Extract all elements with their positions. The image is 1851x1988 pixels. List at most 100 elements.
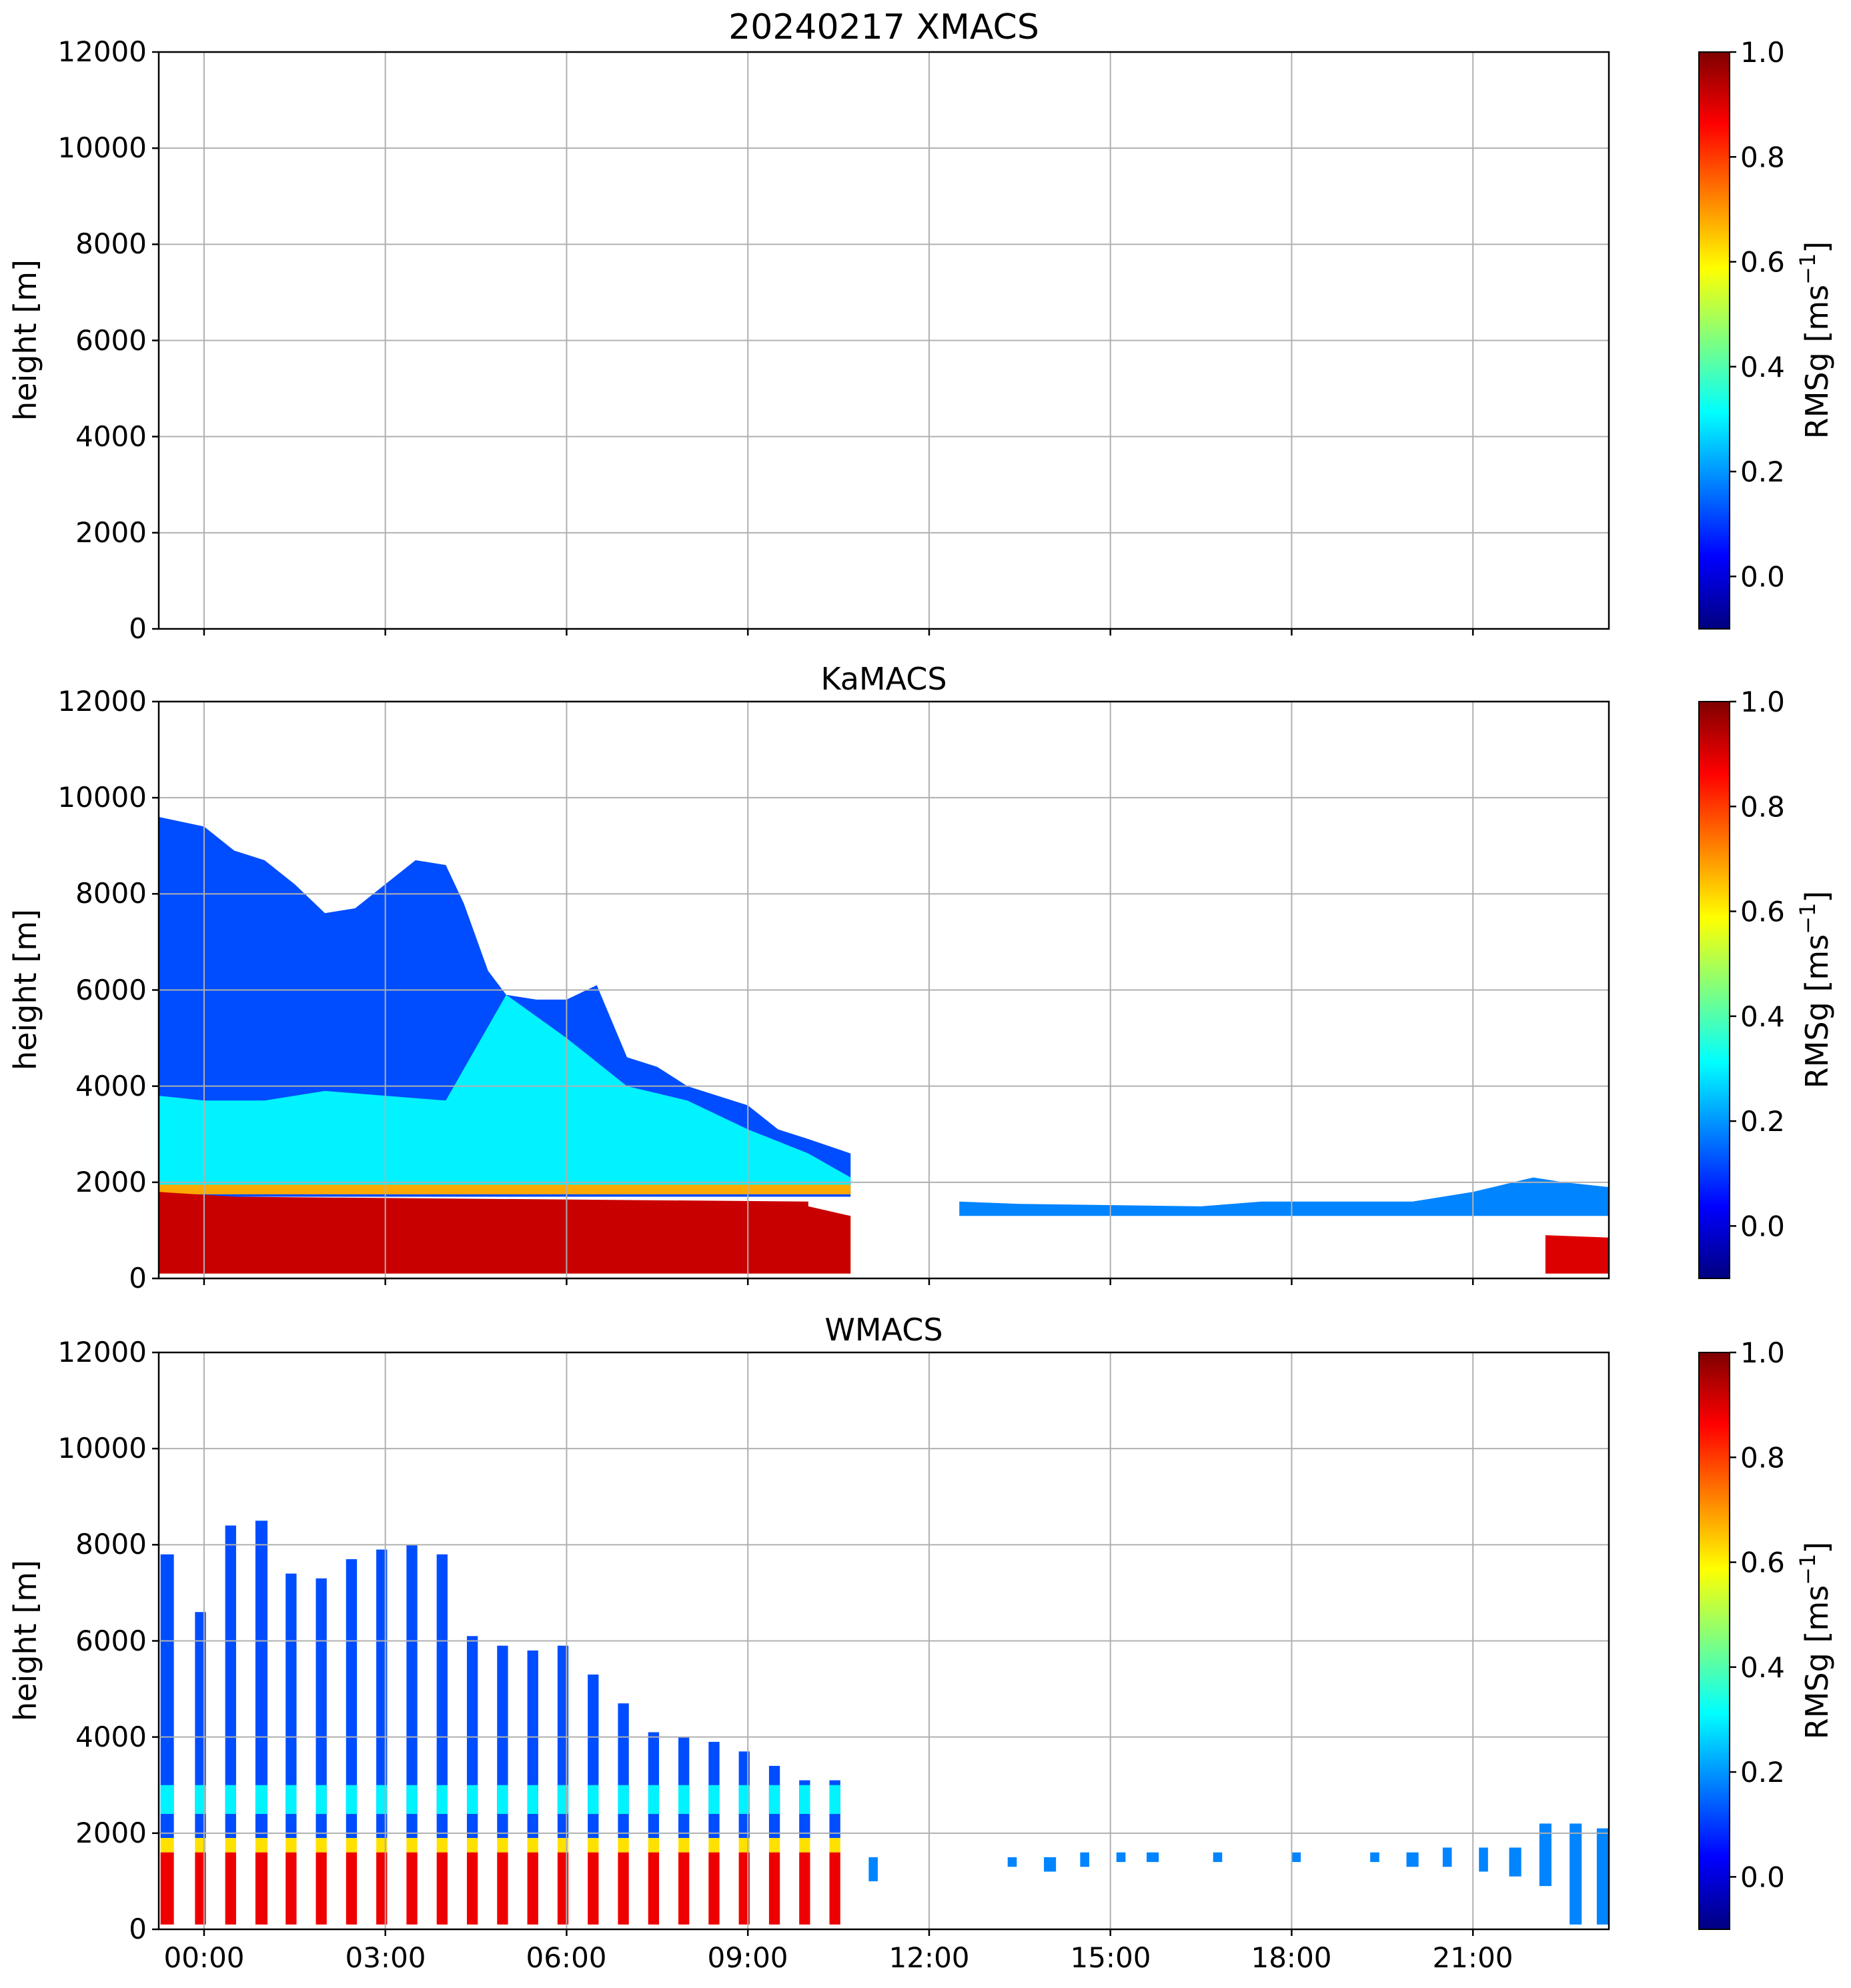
ice-profile-column xyxy=(160,1554,174,1839)
rain-profile-column xyxy=(255,1852,268,1925)
rain-profile-column xyxy=(316,1852,327,1925)
mid-level-band xyxy=(406,1785,418,1814)
rain-profile-column xyxy=(708,1852,720,1925)
colorbar-tick-label: 1.0 xyxy=(1740,36,1785,69)
rain-profile-column xyxy=(678,1852,690,1925)
melting-layer-segment xyxy=(346,1838,358,1853)
melting-layer-segment xyxy=(285,1838,297,1853)
colorbar-label-wmacs: RMSg [ms−1] xyxy=(1795,1542,1835,1740)
colorbar-tick-label: 0.2 xyxy=(1740,455,1785,488)
low-cloud-segment xyxy=(1479,1847,1488,1872)
panel-wmacs: WMACS 0 2000 4000 6000 8000 10000 12000 … xyxy=(7,1312,1835,1974)
melting-layer-segment xyxy=(225,1838,236,1853)
y-tick-label: 8000 xyxy=(75,877,147,910)
rain-profile-column xyxy=(799,1852,810,1925)
low-cloud-segment xyxy=(1509,1847,1521,1877)
colorbar-tick-label: 0.2 xyxy=(1740,1105,1785,1138)
y-tick-label: 12000 xyxy=(57,685,147,718)
rain-profile-column xyxy=(618,1852,629,1925)
rain-profile-column xyxy=(436,1852,448,1925)
y-axis-label-kamacs: height [m] xyxy=(7,909,43,1070)
axes-frame-xmacs xyxy=(157,51,1610,630)
melting-layer-segment xyxy=(466,1838,478,1853)
x-tick-label: 09:00 xyxy=(707,1941,788,1974)
melting-layer-segment xyxy=(678,1838,690,1853)
y-tick-label: 10000 xyxy=(57,1432,147,1464)
low-cloud-segment xyxy=(1596,1828,1609,1925)
colorbar-label-xmacs: RMSg [ms−1] xyxy=(1795,241,1835,439)
mid-level-band xyxy=(829,1785,840,1814)
mid-level-band xyxy=(376,1785,388,1814)
y-tick-label: 0 xyxy=(129,612,147,645)
mid-level-band xyxy=(160,1785,174,1814)
y-tick-label: 4000 xyxy=(75,420,147,453)
melting-layer-segment xyxy=(708,1838,720,1853)
radar-echo-layer xyxy=(159,994,851,1192)
colorbar-tick-label: 0.8 xyxy=(1740,141,1785,173)
colorbar-tick-label: 0.6 xyxy=(1740,246,1785,279)
rain-profile-column xyxy=(557,1852,569,1925)
x-tick-label: 06:00 xyxy=(526,1941,606,1974)
low-cloud-segment xyxy=(1007,1857,1017,1867)
mid-level-band xyxy=(799,1785,810,1814)
y-axis-label-wmacs: height [m] xyxy=(7,1560,43,1721)
colorbar-tick-label: 0.8 xyxy=(1740,1441,1785,1474)
panel-kamacs: KaMACS 0 2000 4000 6000 8000 10000 12000… xyxy=(7,661,1835,1294)
grid-wmacs xyxy=(152,1351,1609,1936)
mid-level-band xyxy=(618,1785,629,1814)
colorbar-label-kamacs: RMSg [ms−1] xyxy=(1795,891,1835,1089)
rain-profile-column xyxy=(588,1852,599,1925)
y-tick-label: 12000 xyxy=(57,1336,147,1368)
colorbar-tick-label: 0.4 xyxy=(1740,351,1785,383)
colorbar-ticks-kamacs: 0.0 0.2 0.4 0.6 0.8 1.0 xyxy=(1730,686,1785,1242)
y-tick-label: 0 xyxy=(129,1913,147,1945)
melting-layer-segment xyxy=(527,1838,538,1853)
x-tick-label: 00:00 xyxy=(163,1941,244,1974)
y-tick-label: 12000 xyxy=(57,35,147,68)
y-axis-label-xmacs: height [m] xyxy=(7,259,43,421)
panel-title-wmacs: WMACS xyxy=(824,1312,943,1348)
y-tick-label: 6000 xyxy=(75,974,147,1006)
melting-layer-segment xyxy=(436,1838,448,1853)
grid-kamacs xyxy=(152,700,1609,1285)
y-ticks-wmacs: 0 2000 4000 6000 8000 10000 12000 xyxy=(57,1336,147,1945)
low-cloud-segment xyxy=(868,1857,878,1881)
mid-level-band xyxy=(557,1785,569,1814)
ice-profile-column xyxy=(285,1573,297,1839)
melting-layer-segment xyxy=(799,1838,810,1853)
mid-level-band xyxy=(588,1785,599,1814)
low-cloud-segment xyxy=(1291,1852,1301,1863)
mid-level-band xyxy=(708,1785,720,1814)
y-tick-label: 0 xyxy=(129,1262,147,1294)
melting-layer-segment xyxy=(316,1838,327,1853)
y-tick-label: 8000 xyxy=(75,1528,147,1561)
x-tick-label: 03:00 xyxy=(345,1941,426,1974)
low-cloud-segment xyxy=(1570,1823,1582,1925)
colorbar-ticks-wmacs: 0.0 0.2 0.4 0.6 0.8 1.0 xyxy=(1730,1336,1785,1893)
ice-profile-column xyxy=(316,1578,327,1839)
mid-level-band xyxy=(527,1785,538,1814)
y-tick-label: 4000 xyxy=(75,1721,147,1753)
melting-layer-segment xyxy=(406,1838,418,1853)
colorbar-xmacs xyxy=(1698,51,1730,630)
mid-level-band xyxy=(648,1785,660,1814)
low-cloud-segment xyxy=(1044,1857,1057,1872)
y-ticks-kamacs: 0 2000 4000 6000 8000 10000 12000 xyxy=(57,685,147,1294)
x-tick-label: 12:00 xyxy=(888,1941,969,1974)
x-tick-label: 21:00 xyxy=(1432,1941,1513,1974)
low-cloud-segment xyxy=(1539,1823,1552,1887)
rain-profile-column xyxy=(527,1852,538,1925)
mid-level-band xyxy=(466,1785,478,1814)
melting-layer-segment xyxy=(588,1838,599,1853)
y-tick-label: 2000 xyxy=(75,1817,147,1849)
colorbar-tick-label: 0.0 xyxy=(1740,1210,1785,1242)
ice-profile-column xyxy=(406,1545,418,1839)
y-tick-label: 6000 xyxy=(75,324,147,357)
mid-level-band xyxy=(436,1785,448,1814)
colorbar-tick-label: 1.0 xyxy=(1740,686,1785,718)
ice-profile-column xyxy=(346,1559,358,1839)
rain-profile-column xyxy=(648,1852,660,1925)
rain-profile-column xyxy=(406,1852,418,1925)
grid-xmacs xyxy=(152,51,1609,636)
panel-title-xmacs: 20240217 XMACS xyxy=(728,7,1039,47)
